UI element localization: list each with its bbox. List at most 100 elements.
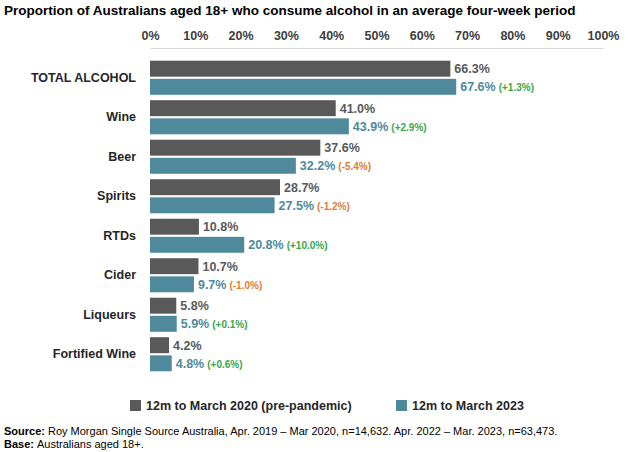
bar	[150, 355, 172, 371]
value-label: 43.9%	[353, 120, 388, 134]
data-label: 27.5%(-1.2%)	[279, 199, 350, 213]
bar	[150, 276, 194, 292]
footnote: Base:Australians aged 18+.	[4, 438, 144, 450]
legend-label: 12m to March 2020 (pre-pandemic)	[146, 399, 352, 413]
x-tick-label: 0%	[141, 29, 159, 43]
value-label: 5.9%	[181, 317, 210, 331]
bar	[150, 140, 320, 156]
x-tick-label: 80%	[500, 29, 525, 43]
y-tick: Beer	[108, 150, 144, 164]
x-tick-label: 100%	[588, 29, 620, 43]
category-label: TOTAL ALCOHOL	[31, 71, 136, 85]
y-axis: TOTAL ALCOHOL Wine Beer Spirits RTDs Cider Liq…	[31, 71, 144, 362]
data-label: 32.2%(-5.4%)	[300, 159, 371, 173]
value-label: 41.0%	[340, 102, 375, 116]
x-tick-label: 60%	[410, 29, 435, 43]
data-label: 37.6%	[324, 141, 359, 155]
data-label: 67.6% (+1.3%)	[460, 80, 534, 94]
bar	[150, 100, 336, 116]
x-tick: 60%	[410, 29, 435, 48]
value-label: 67.6%	[460, 80, 495, 94]
y-tick: TOTAL ALCOHOL	[31, 71, 144, 85]
y-tick: RTDs	[103, 229, 144, 243]
legend-swatch	[130, 400, 141, 411]
data-label: 5.9%(+0.1%)	[181, 317, 248, 331]
bar	[150, 258, 198, 274]
change-label: (+10.0%)	[287, 240, 328, 251]
x-tick: 20%	[229, 29, 254, 48]
footnote-text: Roy Morgan Single Source Australia, Apr.…	[48, 425, 557, 437]
data-label: 28.7%	[284, 181, 319, 195]
legend-label: 12m to March 2023	[412, 399, 524, 413]
value-label: 32.2%	[300, 159, 335, 173]
data-label: 10.7%	[202, 260, 237, 274]
change-label: (-1.0%)	[229, 280, 262, 291]
data-labels: 66.3% 41.0% 37.6% 28.7% 10.8% 10.7% 5.8% 4.2% 67…	[173, 62, 534, 371]
change-label: (+0.6%)	[207, 359, 242, 370]
data-label: 20.8% (+10.0%)	[248, 238, 327, 252]
change-label: (-5.4%)	[338, 161, 371, 172]
bar	[150, 118, 349, 134]
x-tick-label: 30%	[274, 29, 299, 43]
category-label: Wine	[106, 110, 136, 124]
x-tick: 10%	[183, 29, 208, 48]
value-label: 27.5%	[279, 199, 314, 213]
value-label: 10.7%	[202, 260, 237, 274]
x-tick-label: 70%	[455, 29, 480, 43]
data-label: 4.8%(+0.6%)	[176, 357, 243, 371]
value-label: 37.6%	[324, 141, 359, 155]
x-tick: 80%	[500, 29, 525, 48]
x-tick: 0%	[141, 29, 159, 48]
data-label: 10.8%	[203, 220, 238, 234]
data-label: 9.7%(-1.0%)	[198, 278, 262, 292]
y-tick: Cider	[104, 268, 144, 282]
value-label: 5.8%	[180, 299, 209, 313]
value-label: 9.7%	[198, 278, 227, 292]
x-tick-label: 10%	[183, 29, 208, 43]
category-label: Fortified Wine	[53, 347, 136, 361]
x-tick: 70%	[455, 29, 480, 48]
y-tick: Wine	[106, 110, 144, 124]
footnote-label: Base:	[4, 438, 34, 450]
bar	[150, 219, 199, 235]
x-axis-line	[151, 48, 604, 49]
x-tick: 50%	[364, 29, 389, 48]
x-tick: 100%	[588, 29, 620, 48]
x-tick-label: 40%	[319, 29, 344, 43]
value-label: 28.7%	[284, 181, 319, 195]
category-label: Beer	[108, 150, 136, 164]
chart: Proportion of Australians aged 18+ who c…	[0, 0, 644, 452]
y-tick: Fortified Wine	[53, 347, 144, 361]
change-label: (+0.1%)	[212, 319, 247, 330]
value-label: 4.8%	[176, 357, 205, 371]
footnote-text: Australians aged 18+.	[37, 438, 144, 450]
legend-swatch	[396, 400, 407, 411]
legend-item: 12m to March 2020 (pre-pandemic)	[130, 399, 352, 413]
change-label: (+1.3%)	[499, 82, 534, 93]
value-label: 20.8%	[248, 238, 283, 252]
x-tick: 30%	[274, 29, 299, 48]
y-tick: Liqueurs	[83, 308, 144, 322]
value-label: 4.2%	[173, 339, 202, 353]
bar	[150, 237, 244, 253]
y-tick: Spirits	[97, 189, 144, 203]
category-label: Cider	[104, 268, 136, 282]
value-label: 10.8%	[203, 220, 238, 234]
category-label: Liqueurs	[83, 308, 136, 322]
x-tick: 90%	[546, 29, 571, 48]
footnote-label: Source:	[4, 425, 45, 437]
x-tick-label: 90%	[546, 29, 571, 43]
bar	[150, 197, 275, 213]
data-label: 43.9%(+2.9%)	[353, 120, 427, 134]
data-label: 4.2%	[173, 339, 202, 353]
change-label: (-1.2%)	[317, 201, 350, 212]
bars	[150, 61, 456, 372]
legend: 12m to March 2020 (pre-pandemic) 12m to M…	[130, 399, 524, 413]
legend-item: 12m to March 2023	[396, 399, 524, 413]
data-label: 66.3%	[454, 62, 489, 76]
bar	[150, 298, 176, 314]
bar	[150, 61, 450, 77]
x-tick: 40%	[319, 29, 344, 48]
bar	[150, 79, 456, 95]
x-axis: 0% 10% 20% 30% 40% 50% 60% 70% 80% 90% 100%	[141, 29, 619, 49]
